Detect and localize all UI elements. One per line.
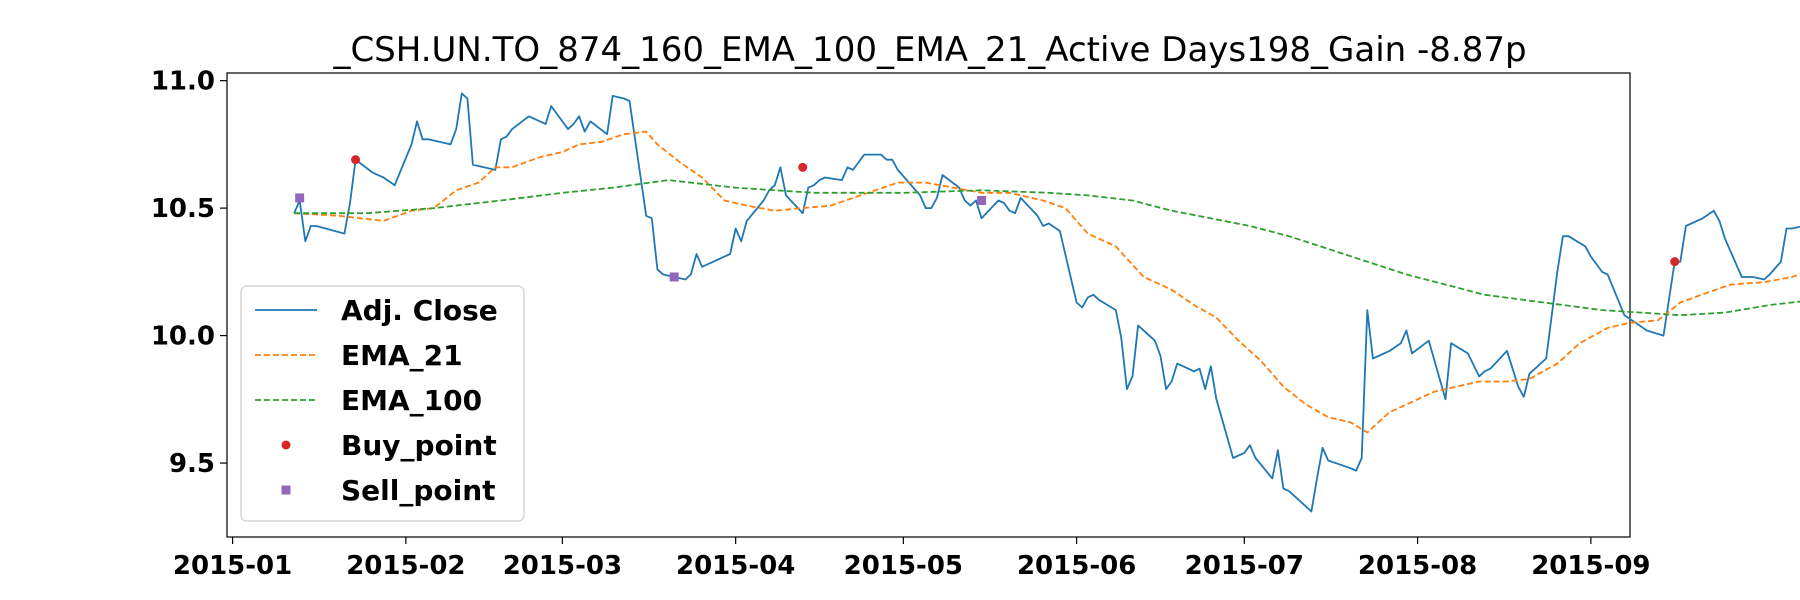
series-line-adj-close <box>293 92 1800 513</box>
buy-point-marker <box>1670 257 1680 267</box>
series-layer <box>293 92 1800 513</box>
marker-layer <box>295 155 1680 282</box>
buy-point-marker <box>351 155 361 165</box>
sell-point-marker <box>295 193 305 203</box>
legend-box <box>240 285 525 522</box>
y-axis: 11.0 10.5 10.0 9.5 <box>151 67 227 479</box>
legend-item-ema-21: EMA_21 <box>255 339 463 372</box>
legend-label: Sell_point <box>341 474 496 507</box>
chart-title: _CSH.UN.TO_874_160_EMA_100_EMA_21_Active… <box>332 30 1526 70</box>
y-tick-label: 10.0 <box>151 322 215 352</box>
legend-swatch <box>281 440 291 450</box>
legend-item-ema-100: EMA_100 <box>255 384 482 417</box>
legend-item-adj-close: Adj. Close <box>255 294 498 327</box>
sell-point-marker <box>669 272 679 282</box>
y-tick-label: 9.5 <box>169 449 215 479</box>
legend-swatch <box>281 485 291 495</box>
series-line-ema-100 <box>294 179 1800 317</box>
x-axis: 2015-01 2015-02 2015-03 2015-04 2015-05 2015-… <box>173 537 1651 581</box>
legend-label: Buy_point <box>341 429 497 462</box>
x-tick-label: 2015-06 <box>1017 551 1136 581</box>
legend-label: EMA_100 <box>341 384 482 417</box>
x-tick-label: 2015-05 <box>844 551 963 581</box>
x-tick-label: 2015-07 <box>1185 551 1304 581</box>
x-tick-label: 2015-09 <box>1531 551 1650 581</box>
x-tick-label: 2015-02 <box>346 551 465 581</box>
legend-item-sell-point: Sell_point <box>281 474 496 507</box>
legend-label: EMA_21 <box>341 339 463 372</box>
x-tick-label: 2015-01 <box>173 551 292 581</box>
legend-item-buy-point: Buy_point <box>281 429 497 462</box>
series-line-ema-21 <box>294 130 1800 434</box>
y-tick-label: 11.0 <box>151 67 215 97</box>
x-tick-label: 2015-04 <box>676 551 795 581</box>
x-tick-label: 2015-08 <box>1358 551 1477 581</box>
x-tick-label: 2015-03 <box>503 551 622 581</box>
sell-point-marker <box>977 195 987 205</box>
y-tick-label: 10.5 <box>151 194 215 224</box>
buy-point-marker <box>798 162 808 172</box>
legend-label: Adj. Close <box>341 294 498 327</box>
legend: Adj. Close EMA_21 EMA_100 Buy_point Sell_poi… <box>240 285 525 522</box>
